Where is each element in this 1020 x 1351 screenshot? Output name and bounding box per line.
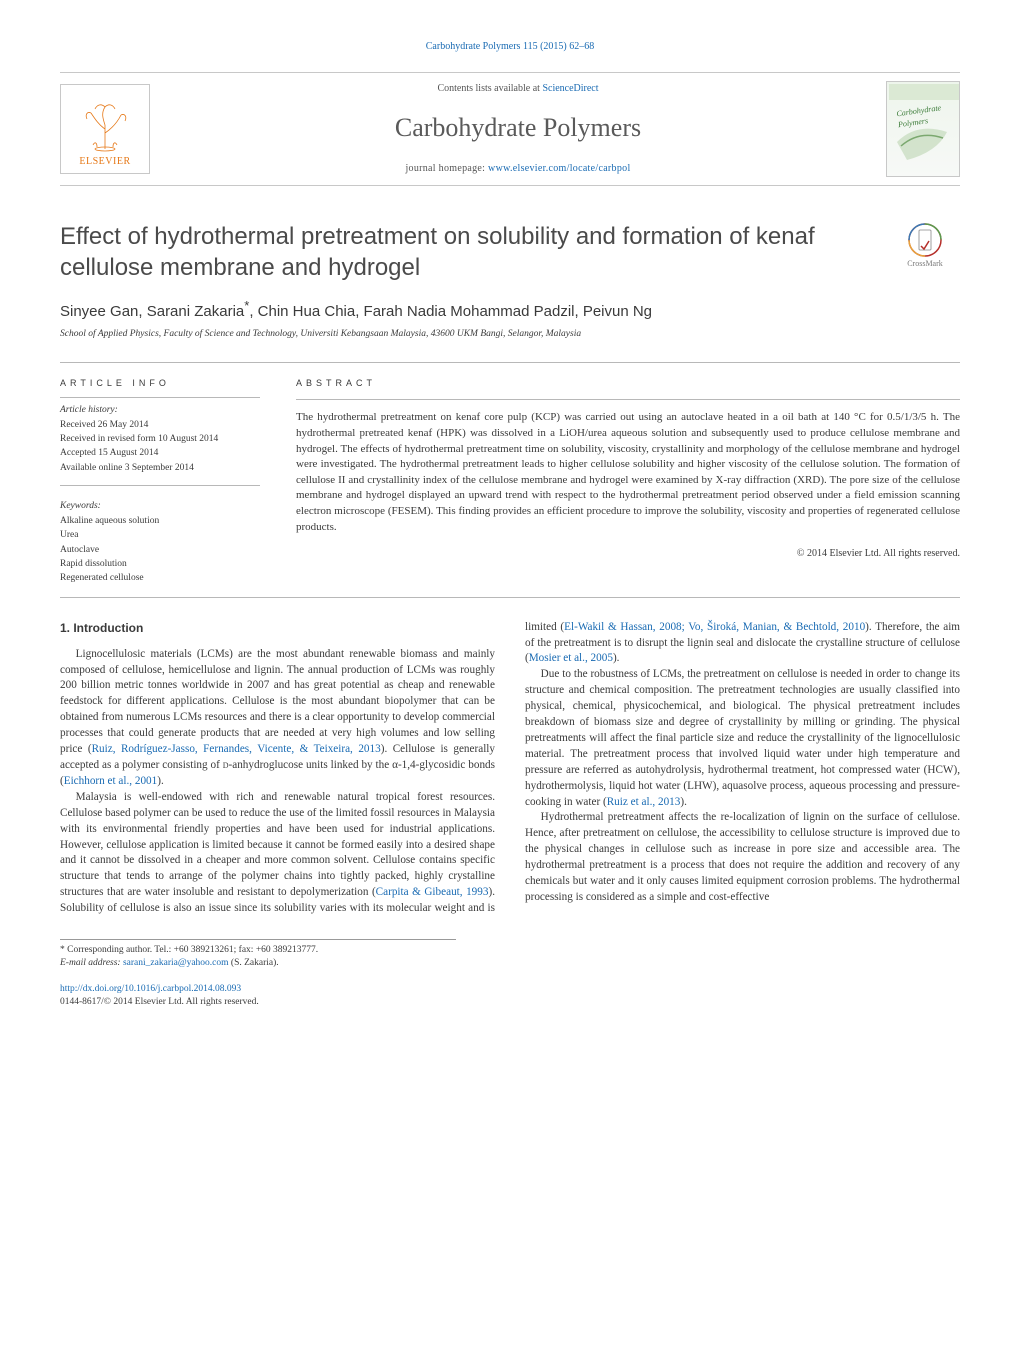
corresponding-author-footnote: * Corresponding author. Tel.: +60 389213… <box>60 939 456 971</box>
journal-cover-thumbnail: Carbohydrate Polymers <box>886 81 960 177</box>
author-list: Sinyee Gan, Sarani Zakaria*, Chin Hua Ch… <box>60 297 960 322</box>
body-text: Lignocellulosic materials (LCMs) are the… <box>60 648 495 755</box>
contents-available-line: Contents lists available at ScienceDirec… <box>164 82 872 96</box>
section-heading: 1. Introduction <box>60 620 495 637</box>
body-text: ). <box>157 775 164 787</box>
info-rule-2 <box>60 485 260 486</box>
elsevier-tree-icon <box>75 97 135 153</box>
issn-copyright: 0144-8617/© 2014 Elsevier Ltd. All right… <box>60 996 960 1009</box>
doi-link[interactable]: http://dx.doi.org/10.1016/j.carbpol.2014… <box>60 984 241 994</box>
journal-header: ELSEVIER Contents lists available at Sci… <box>60 72 960 186</box>
abstract-block: ABSTRACT The hydrothermal pretreatment o… <box>296 377 960 587</box>
corr-author-email-link[interactable]: sarani_zakaria@yahoo.com <box>123 958 229 968</box>
elsevier-brand-text: ELSEVIER <box>79 155 130 169</box>
header-center: Contents lists available at ScienceDirec… <box>164 82 872 176</box>
crossmark-badge[interactable]: CrossMark <box>890 222 960 269</box>
citation-link[interactable]: Ruiz, Rodríguez-Jasso, Fernandes, Vicent… <box>92 743 381 755</box>
keyword: Rapid dissolution <box>60 558 260 571</box>
meta-row: ARTICLE INFO Article history: Received 2… <box>60 377 960 587</box>
cover-art-icon <box>887 82 960 177</box>
title-row: Effect of hydrothermal pretreatment on s… <box>60 222 960 283</box>
article-title: Effect of hydrothermal pretreatment on s… <box>60 222 876 283</box>
keyword: Alkaline aqueous solution <box>60 515 260 528</box>
body-text: ). <box>680 796 687 808</box>
keyword: Urea <box>60 529 260 542</box>
revised-date: Received in revised form 10 August 2014 <box>60 433 260 446</box>
citation-link[interactable]: El-Wakil & Hassan, 2008; Vo, Široká, Man… <box>564 621 865 633</box>
corr-author-email-line: E-mail address: sarani_zakaria@yahoo.com… <box>60 957 456 970</box>
body-text: Malaysia is well-endowed with rich and r… <box>60 791 495 898</box>
journal-homepage-line: journal homepage: www.elsevier.com/locat… <box>164 162 872 176</box>
accepted-date: Accepted 15 August 2014 <box>60 447 260 460</box>
rule-bottom <box>60 597 960 598</box>
citation-link[interactable]: Carpita & Gibeaut, 1993 <box>376 886 489 898</box>
elsevier-logo: ELSEVIER <box>60 84 150 174</box>
info-rule <box>60 397 260 398</box>
history-label: Article history: <box>60 404 260 417</box>
body-columns: 1. Introduction Lignocellulosic material… <box>60 620 960 917</box>
citation-link[interactable]: Eichhorn et al., 2001 <box>64 775 158 787</box>
contents-prefix: Contents lists available at <box>437 83 542 94</box>
journal-reference: Carbohydrate Polymers 115 (2015) 62–68 <box>60 40 960 54</box>
article-info-heading: ARTICLE INFO <box>60 377 260 390</box>
crossmark-icon <box>907 222 943 258</box>
authors-text: Sinyee Gan, Sarani Zakaria*, Chin Hua Ch… <box>60 303 652 320</box>
email-label: E-mail address: <box>60 958 123 968</box>
page: Carbohydrate Polymers 115 (2015) 62–68 E… <box>0 0 1020 1049</box>
journal-homepage-link[interactable]: www.elsevier.com/locate/carbpol <box>488 163 631 174</box>
abstract-copyright: © 2014 Elsevier Ltd. All rights reserved… <box>296 547 960 561</box>
keywords-label: Keywords: <box>60 500 260 513</box>
affiliation: School of Applied Physics, Faculty of Sc… <box>60 328 960 341</box>
online-date: Available online 3 September 2014 <box>60 462 260 475</box>
keyword: Regenerated cellulose <box>60 572 260 585</box>
received-date: Received 26 May 2014 <box>60 419 260 432</box>
sciencedirect-link[interactable]: ScienceDirect <box>542 83 598 94</box>
body-paragraph: Hydrothermal pretreatment affects the re… <box>525 810 960 905</box>
abstract-text: The hydrothermal pretreatment on kenaf c… <box>296 410 960 535</box>
keyword: Autoclave <box>60 544 260 557</box>
crossmark-label: CrossMark <box>907 258 943 269</box>
body-paragraph: Lignocellulosic materials (LCMs) are the… <box>60 647 495 790</box>
doi-block: http://dx.doi.org/10.1016/j.carbpol.2014… <box>60 983 960 1010</box>
corr-author-contact: * Corresponding author. Tel.: +60 389213… <box>60 944 456 957</box>
homepage-prefix: journal homepage: <box>405 163 488 174</box>
citation-link[interactable]: Mosier et al., 2005 <box>529 652 613 664</box>
citation-link[interactable]: Ruiz et al., 2013 <box>607 796 681 808</box>
body-text: Due to the robustness of LCMs, the pretr… <box>525 668 960 807</box>
journal-name: Carbohydrate Polymers <box>164 110 872 146</box>
body-paragraph: Due to the robustness of LCMs, the pretr… <box>525 667 960 810</box>
body-text: ). <box>613 652 620 664</box>
email-who: (S. Zakaria). <box>229 958 279 968</box>
abstract-rule <box>296 399 960 400</box>
rule-top <box>60 362 960 363</box>
article-info-block: ARTICLE INFO Article history: Received 2… <box>60 377 260 587</box>
abstract-heading: ABSTRACT <box>296 377 960 390</box>
